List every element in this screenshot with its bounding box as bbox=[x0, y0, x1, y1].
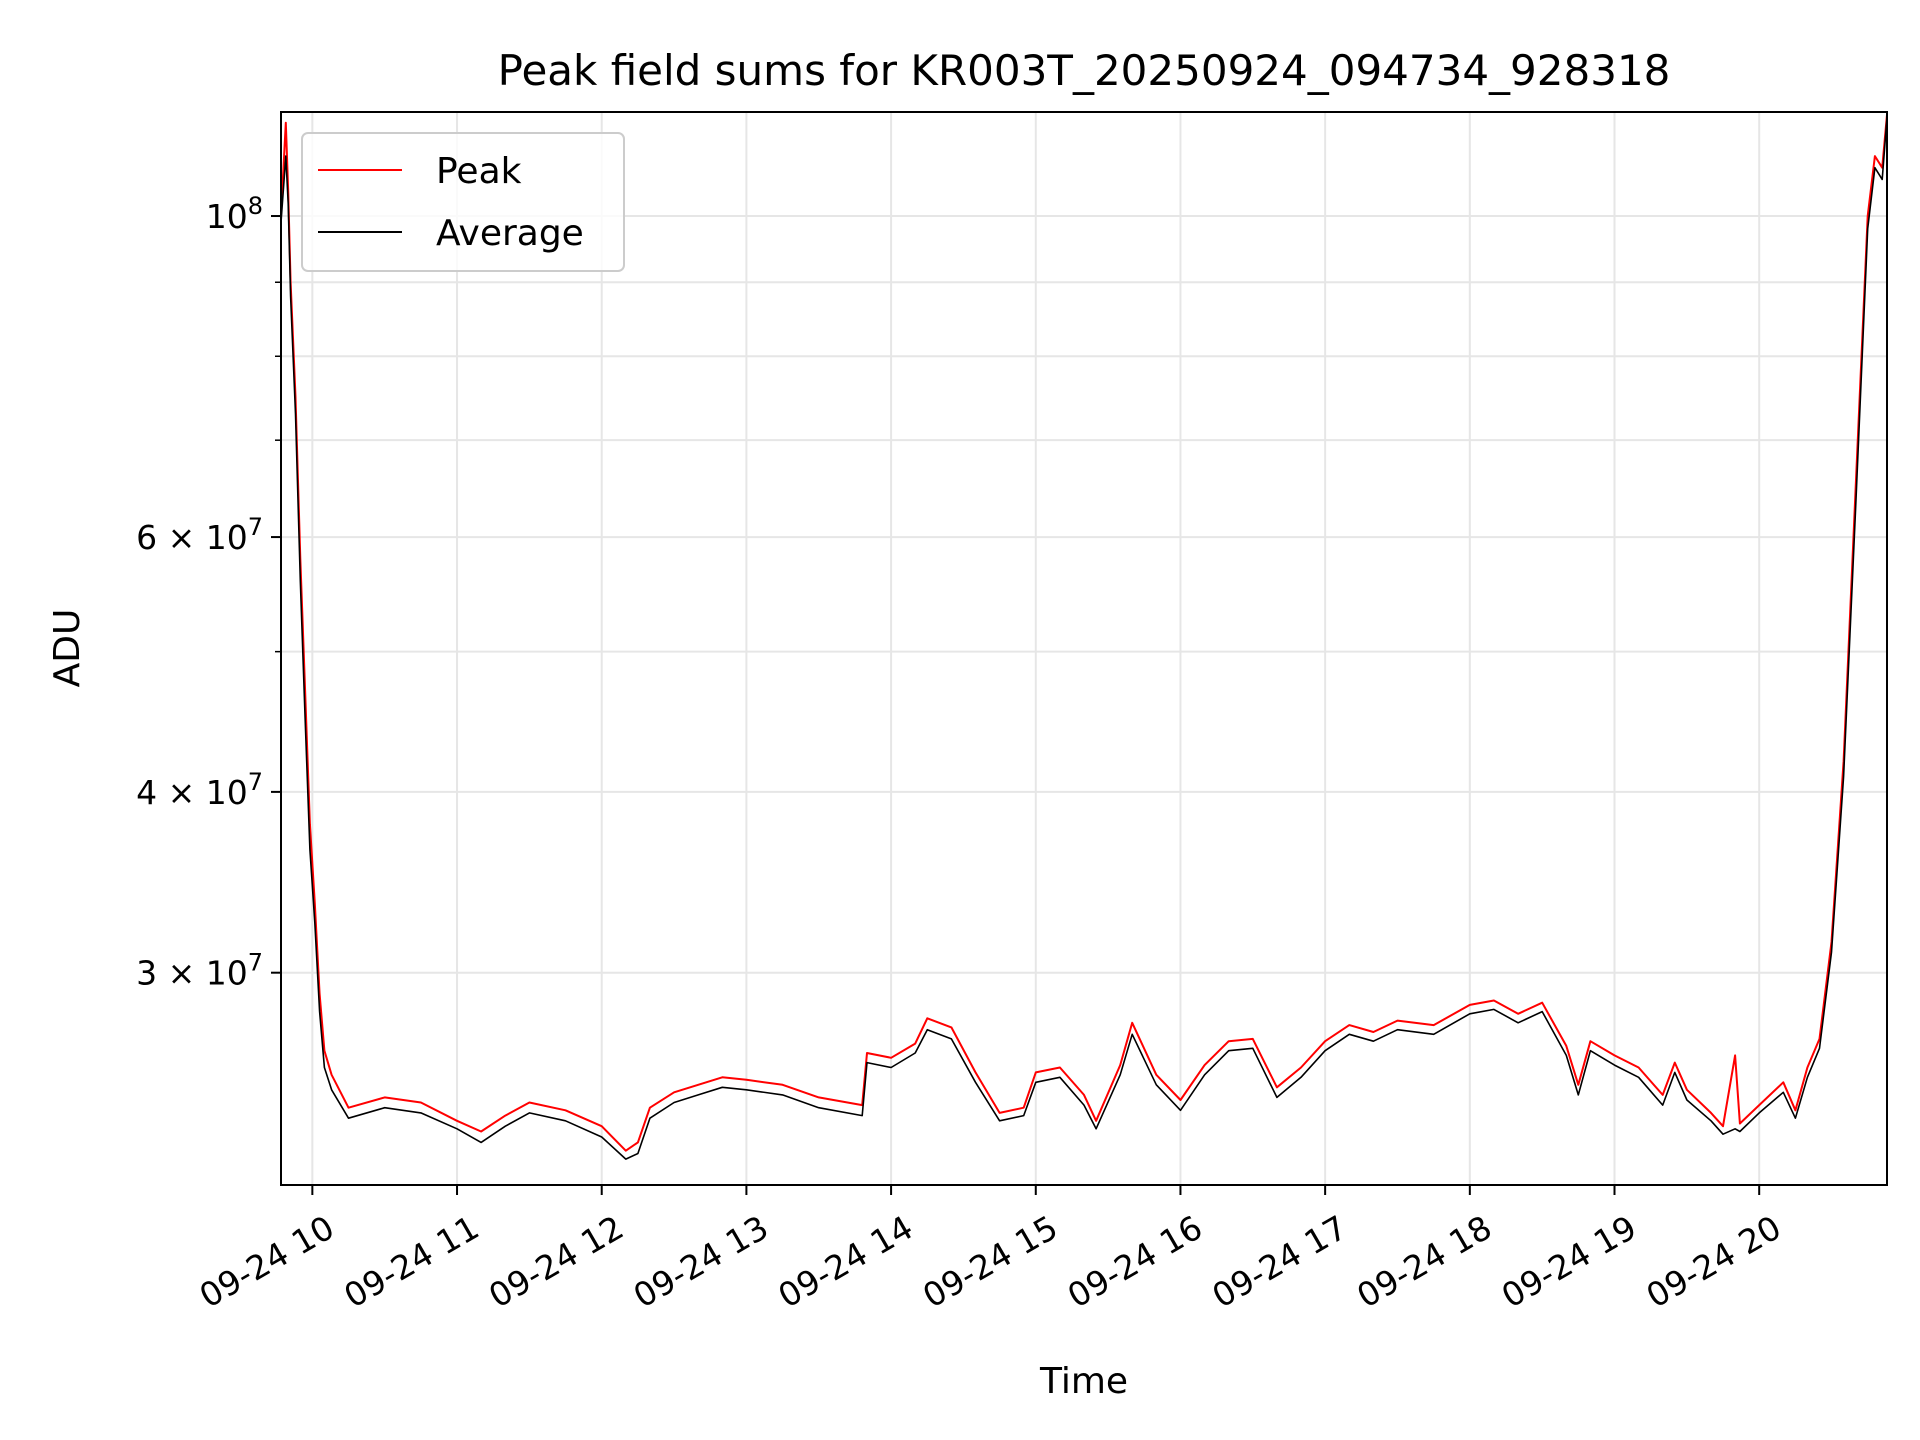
grid bbox=[281, 112, 1887, 1185]
y-tick-label: 108 bbox=[206, 192, 263, 236]
x-axis-label: Time bbox=[1039, 1361, 1128, 1402]
y-tick-label: 4 × 107 bbox=[136, 768, 263, 812]
chart-title: Peak field sums for KR003T_20250924_0947… bbox=[498, 46, 1671, 95]
legend-box bbox=[301, 132, 625, 272]
series-layer bbox=[281, 114, 1887, 1160]
legend-label-average: Average bbox=[436, 213, 584, 254]
plot-frame bbox=[280, 111, 1888, 1186]
legend-label-peak: Peak bbox=[436, 151, 522, 192]
legend: Peak Average bbox=[301, 132, 625, 272]
series-line-peak bbox=[281, 114, 1887, 1152]
y-tick-label: 6 × 107 bbox=[136, 513, 263, 557]
series-line-average bbox=[281, 117, 1887, 1160]
y-axis-label: ADU bbox=[47, 609, 88, 688]
y-tick-label: 3 × 107 bbox=[136, 949, 263, 993]
